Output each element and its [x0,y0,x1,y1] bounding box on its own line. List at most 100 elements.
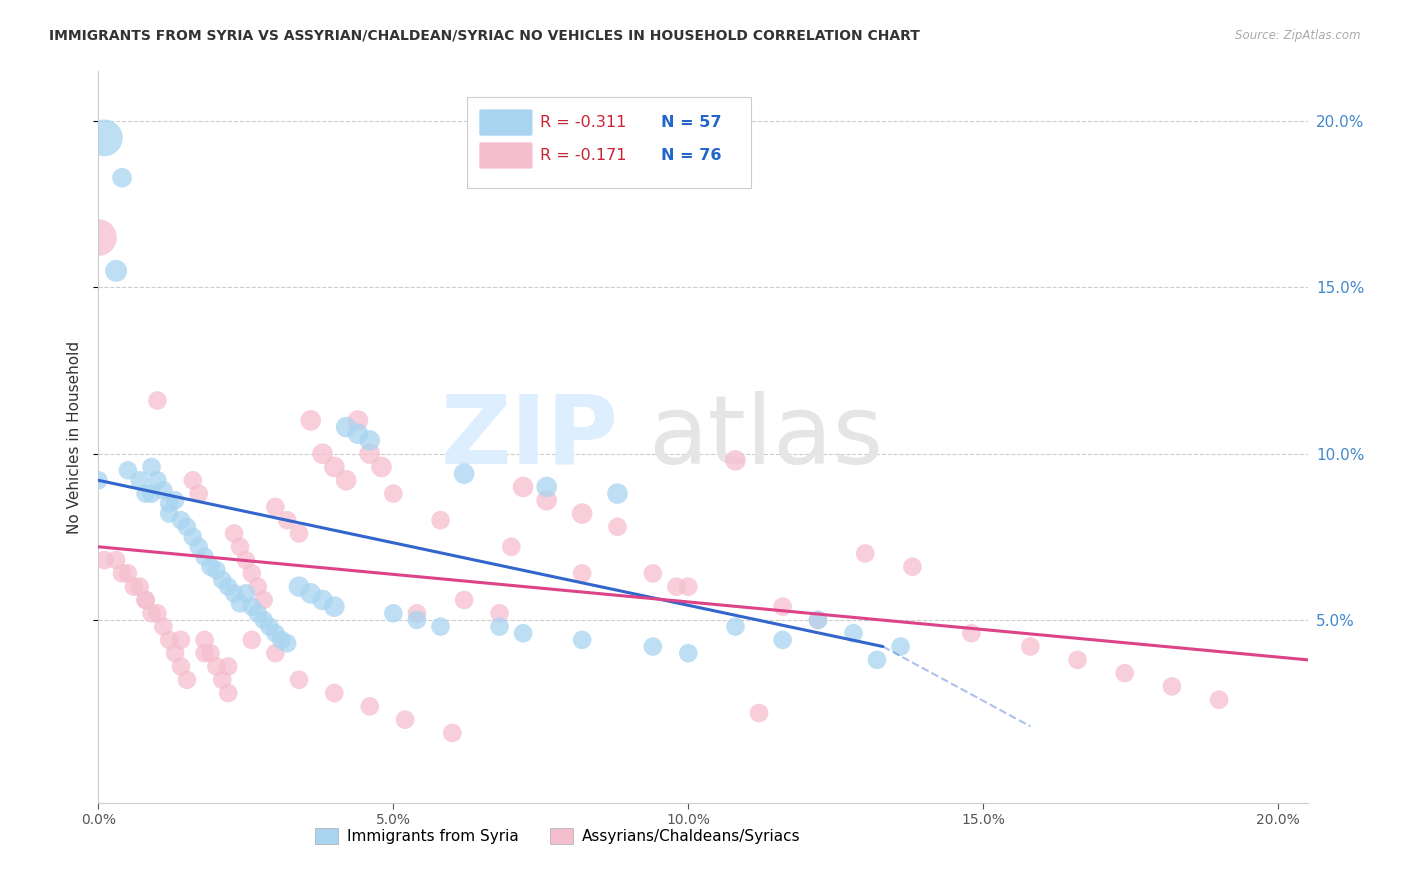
Point [641,566,664,581]
Point [165,646,187,660]
Point [170,513,193,527]
Point [270,632,292,647]
Point [488,607,510,621]
Point [606,520,628,534]
Legend: Immigrants from Syria, Assyrians/Chaldeans/Syriacs: Immigrants from Syria, Assyrians/Chaldea… [309,822,807,850]
Point [181,530,204,544]
Point [194,549,217,564]
Point [128,473,150,487]
Point [194,632,217,647]
Point [152,483,174,498]
Point [117,463,139,477]
Point [152,619,174,633]
Point [299,586,322,600]
Text: N = 57: N = 57 [661,115,721,130]
Text: Source: ZipAtlas.com: Source: ZipAtlas.com [1236,29,1361,42]
Point [288,673,311,687]
Point [288,580,311,594]
Point [200,559,222,574]
Point [135,486,157,500]
Point [211,573,233,587]
Point [141,460,163,475]
Point [724,453,747,467]
Point [359,447,381,461]
Point [299,413,322,427]
Point [146,607,169,621]
Point [135,593,157,607]
Text: R = -0.171: R = -0.171 [540,148,626,163]
Point [807,613,830,627]
Point [246,607,269,621]
Point [264,626,287,640]
Point [382,486,405,500]
Point [240,599,263,614]
Point [222,526,245,541]
Point [217,686,239,700]
Point [264,500,287,514]
Point [641,640,664,654]
Point [252,593,274,607]
Point [229,596,252,610]
Point [501,540,523,554]
Point [866,653,889,667]
Point [335,420,357,434]
Point [748,706,770,720]
Point [93,131,115,145]
Point [1066,653,1088,667]
Point [311,593,333,607]
FancyBboxPatch shape [479,110,533,136]
Point [288,526,311,541]
Point [200,646,222,660]
Point [960,626,983,640]
Point [347,426,370,441]
Point [217,580,239,594]
Point [1114,666,1136,681]
Point [235,553,257,567]
Point [512,480,534,494]
Point [235,586,257,600]
Point [259,619,281,633]
Point [187,486,209,500]
Text: IMMIGRANTS FROM SYRIA VS ASSYRIAN/CHALDEAN/SYRIAC NO VEHICLES IN HOUSEHOLD CORRE: IMMIGRANTS FROM SYRIA VS ASSYRIAN/CHALDE… [49,29,920,43]
Point [370,460,392,475]
Point [252,613,274,627]
Point [87,473,110,487]
Point [394,713,416,727]
Point [146,473,169,487]
Point [211,673,233,687]
Point [488,619,510,633]
Point [117,566,139,581]
Point [536,480,558,494]
Point [441,726,464,740]
Point [665,580,688,594]
Point [772,599,794,614]
FancyBboxPatch shape [479,143,533,169]
Point [105,553,128,567]
Point [807,613,830,627]
Point [1161,680,1184,694]
Point [406,613,429,627]
Point [187,540,209,554]
Point [724,619,747,633]
Point [176,673,198,687]
Point [122,580,145,594]
Point [229,540,252,554]
FancyBboxPatch shape [467,97,751,188]
Point [311,447,333,461]
Point [536,493,558,508]
Y-axis label: No Vehicles in Household: No Vehicles in Household [67,341,83,533]
Point [181,473,204,487]
Point [157,507,180,521]
Point [111,170,134,185]
Point [194,646,217,660]
Point [246,580,269,594]
Point [87,230,110,244]
Point [93,553,115,567]
Point [240,566,263,581]
Point [111,566,134,581]
Point [678,646,700,660]
Point [335,473,357,487]
Point [170,632,193,647]
Point [105,264,128,278]
Point [453,593,475,607]
